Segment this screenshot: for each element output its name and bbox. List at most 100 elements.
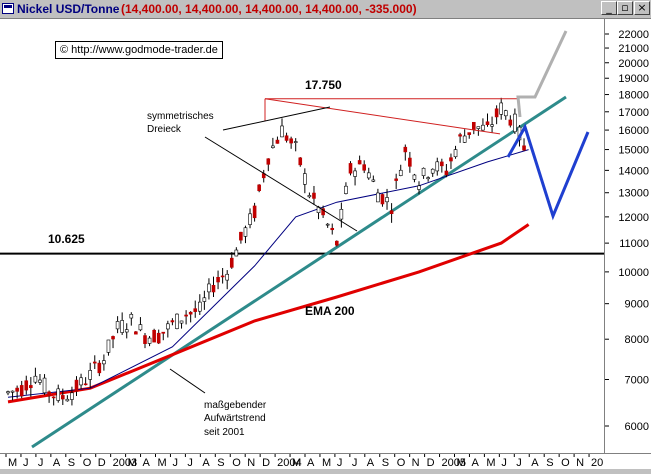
y-tick-label: 14000 <box>618 165 649 177</box>
candle-body <box>293 141 298 143</box>
triangle-label-2: Dreieck <box>147 124 182 135</box>
copyright-box: © http://www.godmode-trader.de <box>55 41 223 59</box>
y-tick-label: 21000 <box>618 43 649 55</box>
x-tick-label: M <box>322 457 331 469</box>
candle-body <box>24 380 29 391</box>
candle-body <box>271 145 275 148</box>
candle-body <box>371 179 376 182</box>
y-tick-label: 9000 <box>625 299 649 311</box>
x-tick-label: J <box>352 457 358 469</box>
candle-body <box>179 320 184 324</box>
trend-label-2: Aufwärtstrend <box>204 413 266 424</box>
x-tick-label: A <box>307 457 315 469</box>
candle-body <box>60 395 65 400</box>
candle-body <box>156 332 161 344</box>
triangle-label-1: symmetrisches <box>147 111 214 122</box>
y-tick-label: 12000 <box>618 212 649 224</box>
candle-body <box>29 385 33 389</box>
candle-body <box>19 385 24 397</box>
candle-body <box>362 164 367 171</box>
candle-body <box>239 231 243 241</box>
candle-body <box>490 124 494 127</box>
candle-body <box>161 331 166 334</box>
price-candles <box>6 97 526 406</box>
x-tick-label: A <box>471 457 479 469</box>
x-tick-label: A <box>531 457 539 469</box>
candle-body <box>134 331 138 335</box>
candle-body <box>252 205 257 219</box>
candle-body <box>102 360 106 365</box>
candle-body <box>120 320 124 333</box>
y-tick-label: 16000 <box>618 125 649 137</box>
y-tick-label: 20000 <box>618 58 649 70</box>
candle-body <box>202 297 207 302</box>
trend-label-3: seit 2001 <box>204 427 245 438</box>
moving-average-line <box>7 149 529 398</box>
candle-body <box>10 390 15 393</box>
candle-body <box>376 192 380 203</box>
candle-body <box>348 163 353 174</box>
candle-body <box>417 185 421 190</box>
candle-body <box>124 329 129 333</box>
candle-body <box>298 157 303 166</box>
candle-body <box>330 227 335 231</box>
triangle-upper-line <box>264 98 501 135</box>
candle-body <box>353 170 357 177</box>
candle-body <box>229 257 234 268</box>
x-tick-label: N <box>412 457 420 469</box>
candle-body <box>435 161 440 172</box>
candle-body <box>426 177 430 180</box>
candle-body <box>243 227 248 237</box>
candle-body <box>51 396 56 399</box>
candle-body <box>307 195 312 198</box>
ema200-line <box>7 223 530 404</box>
candle-body <box>234 249 239 257</box>
candle-body <box>462 135 467 143</box>
restore-button[interactable]: ▫ <box>617 1 633 15</box>
minimize-icon: _ <box>606 1 612 14</box>
x-tick-label: M <box>292 457 301 469</box>
candle-body <box>312 192 316 199</box>
title-bar[interactable]: Nickel USD/Tonne (14,400.00, 14,400.00, … <box>0 0 651 19</box>
chart-plot-area[interactable]: 17.750 10.625 symmetrisches Dreieck EMA … <box>0 19 605 453</box>
candle-body <box>92 361 97 364</box>
candle-body <box>453 149 458 158</box>
candle-body <box>147 337 152 344</box>
ema200-label: EMA 200 <box>305 304 355 318</box>
y-axis-svg: 6000 7000 8000 9000 10000 11000 12000 13000 1400… <box>605 29 649 433</box>
x-tick-label: O <box>83 457 92 469</box>
close-button[interactable]: × <box>634 1 650 15</box>
candle-body <box>193 308 198 312</box>
candle-body <box>88 370 92 380</box>
x-tick-label: J <box>23 457 29 469</box>
candle-body <box>467 132 472 135</box>
candle-body <box>83 383 88 386</box>
candle-body <box>65 398 70 402</box>
scenario-up-arrow <box>516 30 568 118</box>
candle-body <box>79 377 83 386</box>
candle-body <box>513 113 517 133</box>
x-tick-label: 2003 <box>113 457 137 469</box>
candle-body <box>398 169 403 176</box>
minimize-button[interactable]: _ <box>601 1 617 15</box>
x-tick-label: S <box>546 457 553 469</box>
candle-body <box>303 173 307 185</box>
close-icon: × <box>637 1 647 14</box>
y-tick-label: 19000 <box>618 73 649 85</box>
x-tick-label: M <box>158 457 167 469</box>
window-title: Nickel USD/Tonne <box>17 2 120 16</box>
x-tick-label: 2005 <box>442 457 466 469</box>
candle-body <box>47 391 51 397</box>
candle-body <box>494 108 499 118</box>
candle-body <box>412 174 417 180</box>
candle-body <box>508 119 513 126</box>
x-tick-label: D <box>262 457 270 469</box>
candle-body <box>366 172 371 179</box>
x-tick-label: A <box>53 457 61 469</box>
y-tick-label: 17000 <box>618 107 649 119</box>
candle-body <box>444 170 449 176</box>
x-tick-label: J <box>38 457 44 469</box>
candle-body <box>522 145 526 151</box>
